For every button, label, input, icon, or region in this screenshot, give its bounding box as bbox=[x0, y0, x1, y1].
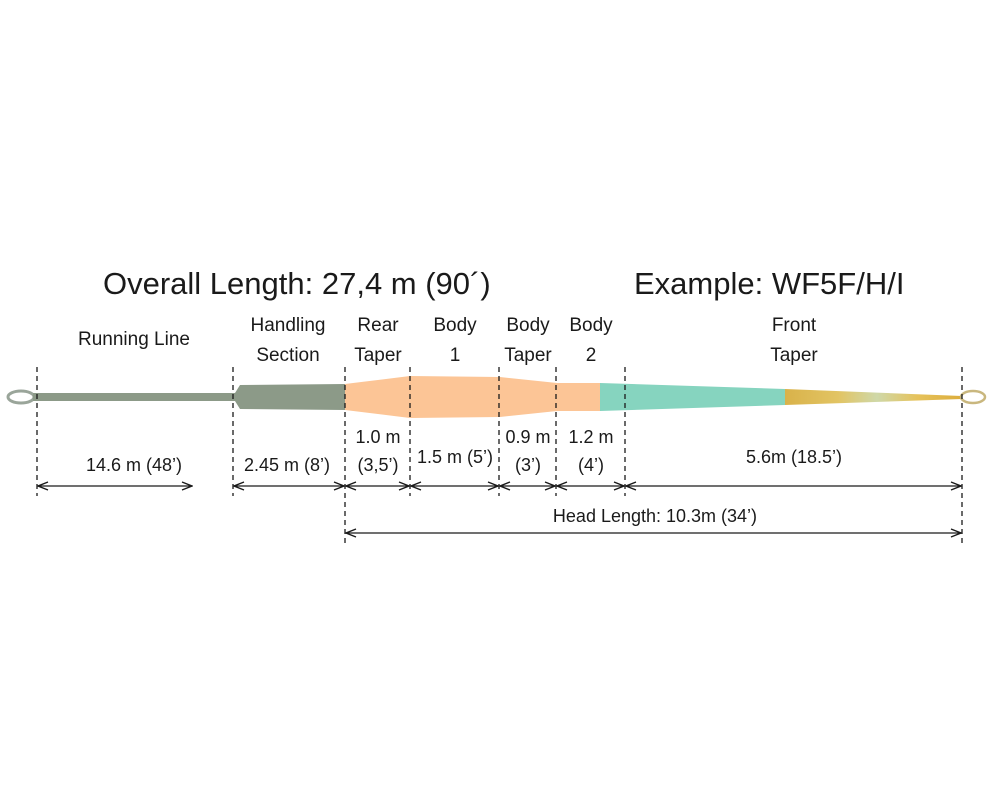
front-taper-segment bbox=[600, 383, 785, 411]
rear-taper-length-line1: 1.0 m bbox=[355, 427, 400, 447]
body-2-label-line1: Body bbox=[569, 315, 613, 336]
body-1-label-line2: 1 bbox=[450, 345, 461, 366]
body-1-segment bbox=[410, 376, 500, 418]
body-taper-length-line2: (3’) bbox=[515, 455, 541, 475]
head-length-label: Head Length: 10.3m (34’) bbox=[553, 506, 757, 526]
rear-taper-label-line1: Rear bbox=[357, 315, 399, 336]
division-lines bbox=[36, 367, 963, 543]
front-taper-label-line2: Taper bbox=[770, 345, 818, 366]
body-2-segment bbox=[557, 383, 601, 411]
body-taper-length-line1: 0.9 m bbox=[505, 427, 550, 447]
rear-taper-label-line2: Taper bbox=[354, 345, 402, 366]
handling-section-label-line1: Handling bbox=[251, 315, 326, 336]
handling-section-length: 2.45 m (8’) bbox=[244, 455, 330, 475]
overall-length-title: Overall Length: 27,4 m (90´) bbox=[103, 266, 491, 301]
running-line-label: Running Line bbox=[78, 329, 190, 350]
dimension-arrows bbox=[38, 486, 961, 533]
front-loop bbox=[959, 389, 987, 405]
front-taper-label-line1: Front bbox=[772, 315, 817, 336]
handling-section-segment bbox=[235, 384, 345, 410]
fly-line bbox=[6, 376, 987, 418]
section-measurements: 14.6 m (48’) 2.45 m (8’) 1.0 m (3,5’) 1.… bbox=[86, 427, 842, 475]
body-1-length: 1.5 m (5’) bbox=[417, 447, 493, 467]
body-1-label-line1: Body bbox=[433, 315, 477, 336]
body-taper-segment bbox=[500, 377, 557, 417]
handling-section-label-line2: Section bbox=[256, 345, 319, 366]
rear-loop bbox=[6, 389, 36, 405]
rear-taper-segment bbox=[345, 376, 410, 418]
front-tip-segment bbox=[785, 389, 962, 405]
rear-taper-length-line2: (3,5’) bbox=[357, 455, 398, 475]
body-2-length-line2: (4’) bbox=[578, 455, 604, 475]
section-labels: Running Line Handling Section Rear Taper… bbox=[78, 315, 818, 366]
example-title: Example: WF5F/H/I bbox=[634, 266, 904, 301]
body-taper-label-line2: Taper bbox=[504, 345, 552, 366]
front-taper-length: 5.6m (18.5’) bbox=[746, 447, 842, 467]
body-taper-label-line1: Body bbox=[506, 315, 550, 336]
running-line-length: 14.6 m (48’) bbox=[86, 455, 182, 475]
running-line-segment bbox=[33, 393, 235, 401]
body-2-length-line1: 1.2 m bbox=[568, 427, 613, 447]
body-2-label-line2: 2 bbox=[586, 345, 597, 366]
